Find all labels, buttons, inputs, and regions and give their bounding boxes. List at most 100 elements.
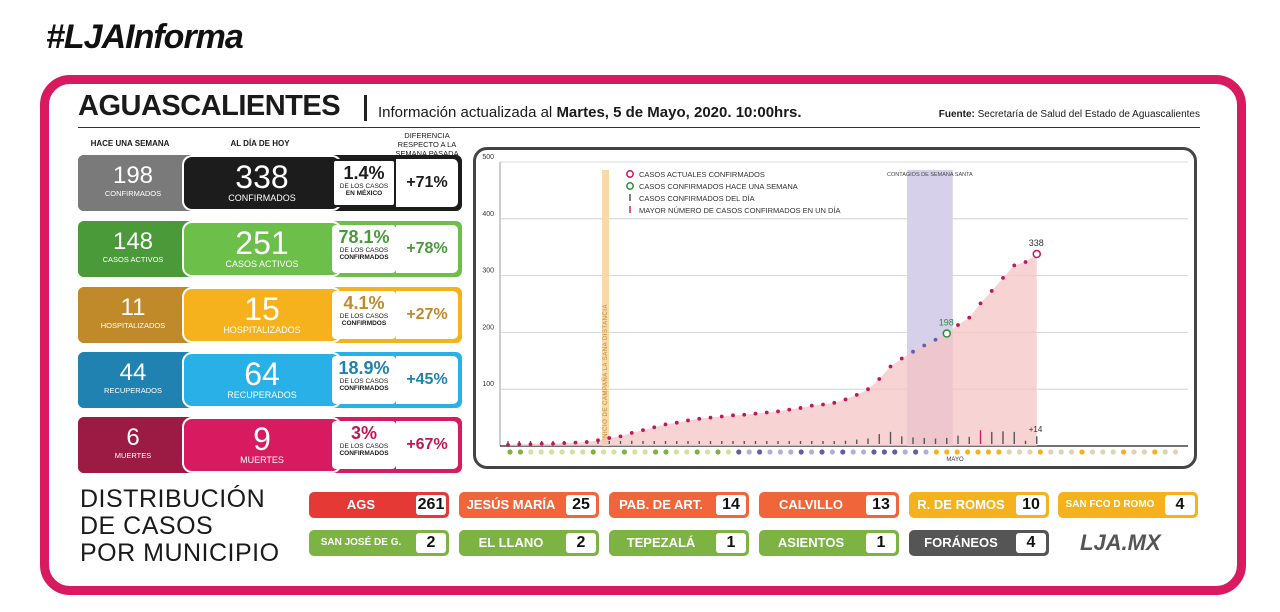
- data-point: [989, 289, 994, 293]
- stat-diff: +27%: [396, 291, 458, 339]
- stat-percent: 18.9% DE LOS CASOS CONFIRMADOS: [332, 356, 396, 404]
- distribution-title: DISTRIBUCIÓN DE CASOS POR MUNICIPIO: [80, 486, 280, 567]
- timeline-dot: [954, 449, 960, 455]
- current-marker: [1032, 249, 1041, 259]
- data-point: [1023, 260, 1028, 264]
- stat-now: 15 HOSPITALIZADOS: [182, 287, 342, 343]
- y-tick-label: 200: [482, 324, 494, 331]
- stat-percent-sub2: CONFIRMADOS: [339, 450, 389, 457]
- municipality-badge: JESÚS MARÍA 25: [459, 492, 599, 518]
- data-point: [764, 410, 769, 415]
- stat-row: 198 CONFIRMADOS 338 CONFIRMADOS 1.4% DE LOS C…: [78, 155, 462, 211]
- timeline-dot: [549, 449, 555, 455]
- data-point: [652, 425, 657, 430]
- stat-prev: 148 CASOS ACTIVOS: [78, 221, 188, 277]
- municipality-name: JESÚS MARÍA: [466, 497, 556, 512]
- data-point: [731, 413, 735, 418]
- distribution-title-line: DISTRIBUCIÓN: [80, 485, 266, 513]
- municipality-badge: TEPEZALÁ 1: [609, 530, 749, 556]
- data-point: [967, 315, 972, 320]
- municipality-badge: PAB. DE ART. 14: [609, 492, 749, 518]
- data-point: [854, 392, 859, 397]
- legend-marker: [626, 182, 634, 190]
- stat-percent-sub: DE LOS CASOS: [339, 183, 389, 190]
- timeline-dot: [590, 449, 596, 455]
- timeline-dot: [538, 449, 544, 455]
- municipality-badge: FORÁNEOS 4: [909, 530, 1049, 556]
- municipality-name: PAB. DE ART.: [619, 497, 703, 512]
- stat-percent: 1.4% DE LOS CASOS EN MÉXICO: [332, 159, 396, 207]
- data-point: [528, 442, 533, 447]
- data-point: [641, 428, 645, 432]
- stat-percent-value: 3%: [350, 423, 377, 443]
- stat-percent-sub2: EN MÉXICO: [345, 190, 383, 197]
- municipality-name: EL LLANO: [478, 535, 544, 550]
- timeline-dot: [975, 449, 981, 455]
- timeline-dot: [684, 449, 690, 455]
- stat-percent-value: 78.1%: [338, 227, 390, 247]
- timeline-dot: [1037, 449, 1043, 455]
- data-point: [776, 409, 780, 414]
- municipality-name: FORÁNEOS: [924, 535, 998, 550]
- municipality-count: 25: [566, 495, 596, 515]
- y-tick-label: 300: [482, 268, 494, 275]
- stat-prev-value: 44: [119, 359, 147, 386]
- data-point: [821, 402, 825, 407]
- municipality-count: 4: [1016, 533, 1046, 553]
- timeline-dot: [1152, 449, 1158, 455]
- stat-percent: 78.1% DE LOS CASOS CONFIRMADOS: [332, 225, 396, 273]
- municipality-badge: R. DE ROMOS 10: [909, 492, 1049, 518]
- timeline-dot: [1079, 449, 1085, 455]
- week-ago-marker: [942, 329, 951, 338]
- municipality-count: 2: [566, 533, 596, 553]
- data-point: [686, 418, 690, 423]
- stat-row: 6 MUERTES 9 MUERTES 3% DE LOS CASOS CONFIRMADO…: [78, 417, 462, 473]
- timeline-dot: [694, 449, 700, 455]
- municipality-name: ASIENTOS: [777, 535, 845, 550]
- timeline-dot: [829, 449, 835, 455]
- municipality-name: TEPEZALÁ: [626, 535, 696, 550]
- stat-prev: 11 HOSPITALIZADOS: [78, 287, 188, 343]
- stat-now: 9 MUERTES: [182, 417, 342, 473]
- timeline-dot: [933, 449, 939, 455]
- municipality-badge: CALVILLO 13: [759, 492, 899, 518]
- timeline-dot: [944, 449, 950, 455]
- stat-percent-sub2: CONFIRMADOS: [339, 254, 389, 261]
- stat-percent-sub: DE LOS CASOS: [339, 443, 389, 450]
- data-point: [1001, 275, 1005, 280]
- data-point: [719, 414, 724, 419]
- timeline-dot: [881, 449, 887, 455]
- timeline-dot: [1069, 449, 1075, 455]
- cumulative-area: [508, 254, 1037, 446]
- timeline-dot: [736, 449, 742, 455]
- legend-marker: [626, 170, 634, 178]
- timeline-dot: [757, 449, 763, 455]
- municipality-name: CALVILLO: [778, 497, 844, 512]
- timeline-dot: [705, 449, 711, 455]
- municipality-count: 1: [716, 533, 746, 553]
- data-point: [551, 441, 555, 446]
- timeline-dot: [1141, 449, 1147, 455]
- brand-logo: #LJAInforma: [46, 18, 244, 56]
- timeline-dot: [653, 449, 659, 455]
- timeline-dot: [1058, 449, 1064, 455]
- stat-percent-value: 18.9%: [338, 358, 390, 378]
- y-tick-label: 500: [482, 154, 494, 161]
- timeline-dot: [673, 449, 679, 455]
- data-point: [708, 415, 713, 420]
- stat-prev-value: 198: [112, 162, 154, 189]
- stat-now: 251 CASOS ACTIVOS: [182, 221, 342, 277]
- stat-row: 44 RECUPERADOS 64 RECUPERADOS 18.9% DE LOS CA…: [78, 352, 462, 408]
- stat-prev-value: 148: [112, 228, 154, 255]
- timeline-dot: [892, 449, 898, 455]
- municipality-badge: EL LLANO 2: [459, 530, 599, 556]
- timeline-dot: [746, 449, 752, 455]
- data-point: [922, 343, 927, 348]
- stat-prev-label: CONFIRMADOS: [104, 189, 162, 198]
- data-point: [573, 440, 578, 445]
- timeline-dot: [985, 449, 991, 455]
- data-point: [877, 377, 882, 381]
- data-point: [506, 442, 510, 447]
- stat-now-label: HOSPITALIZADOS: [223, 325, 301, 335]
- municipality-badge: ASIENTOS 1: [759, 530, 899, 556]
